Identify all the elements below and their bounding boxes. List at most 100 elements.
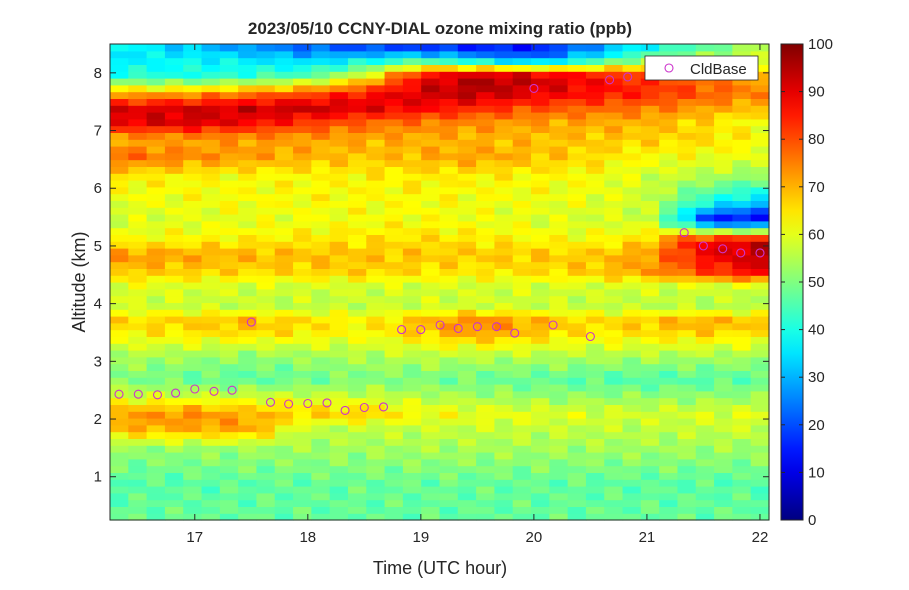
heatmap-cell xyxy=(146,180,166,188)
heatmap-cell xyxy=(201,50,221,59)
heatmap-cell xyxy=(531,44,550,52)
heatmap-cell xyxy=(457,64,477,72)
heatmap-cell xyxy=(421,132,441,140)
heatmap-cell xyxy=(256,322,276,331)
heatmap-cell xyxy=(494,438,514,446)
heatmap-cell xyxy=(640,356,660,365)
heatmap-cell xyxy=(531,71,550,79)
heatmap-cell xyxy=(183,50,203,59)
heatmap-cell xyxy=(311,418,331,426)
heatmap-cell xyxy=(238,98,258,106)
heatmap-cell xyxy=(549,50,569,59)
heatmap-cell xyxy=(494,316,514,324)
heatmap-cell xyxy=(384,513,404,521)
heatmap-cell xyxy=(183,424,203,433)
heatmap-cell xyxy=(622,350,642,358)
heatmap-cell xyxy=(732,492,752,501)
x-tick-label: 17 xyxy=(186,529,203,546)
heatmap-cell xyxy=(585,84,605,93)
heatmap-cell xyxy=(622,57,642,65)
heatmap-cell xyxy=(238,411,258,419)
heatmap-cell xyxy=(347,499,367,507)
heatmap-cell xyxy=(439,193,459,201)
heatmap-cell xyxy=(183,173,203,181)
heatmap-cell xyxy=(146,57,166,65)
x-axis-label: Time (UTC hour) xyxy=(373,558,507,578)
heatmap-cell xyxy=(146,513,166,521)
heatmap-cell xyxy=(695,132,715,140)
heatmap-cell xyxy=(201,105,221,113)
heatmap-cell xyxy=(421,350,441,358)
heatmap-cell xyxy=(366,44,386,52)
heatmap-cell xyxy=(347,84,367,93)
heatmap-cell xyxy=(311,268,331,276)
heatmap-cell xyxy=(604,322,624,331)
heatmap-cell xyxy=(183,479,203,487)
heatmap-cell xyxy=(604,125,624,133)
heatmap-cell xyxy=(256,363,276,371)
heatmap-cell xyxy=(640,84,660,93)
heatmap-cell xyxy=(750,193,770,201)
heatmap-cell xyxy=(164,499,184,507)
heatmap-cell xyxy=(604,227,624,235)
heatmap-cell xyxy=(750,499,770,507)
heatmap-cell xyxy=(750,438,770,446)
heatmap-cell xyxy=(567,50,587,59)
heatmap-cell xyxy=(256,112,276,120)
heatmap-cell xyxy=(110,71,129,79)
heatmap-cell xyxy=(146,132,166,140)
heatmap-cell xyxy=(476,458,496,467)
heatmap-cell xyxy=(274,316,294,324)
heatmap-cell xyxy=(476,132,496,140)
heatmap-cell xyxy=(421,268,441,276)
heatmap-cell xyxy=(110,105,129,113)
heatmap-cell xyxy=(531,118,550,127)
heatmap-cell xyxy=(531,384,550,392)
heatmap-cell xyxy=(714,472,733,480)
heatmap-cell xyxy=(512,275,532,283)
heatmap-cell xyxy=(238,112,258,120)
heatmap-cell xyxy=(567,486,587,494)
heatmap-cell xyxy=(110,91,129,99)
heatmap-cell xyxy=(659,370,679,378)
heatmap-cell xyxy=(750,146,770,154)
heatmap-cell xyxy=(311,316,331,324)
heatmap-cell xyxy=(347,118,367,127)
heatmap-cell xyxy=(677,118,697,127)
heatmap-cell xyxy=(567,180,587,188)
heatmap-cell xyxy=(201,404,221,412)
heatmap-cell xyxy=(476,492,496,501)
heatmap-cell xyxy=(238,465,258,473)
heatmap-cell xyxy=(750,214,770,222)
heatmap-cell xyxy=(476,91,496,99)
heatmap-cell xyxy=(585,479,605,487)
heatmap-cell xyxy=(311,207,331,215)
heatmap-cell xyxy=(677,241,697,249)
heatmap-cell xyxy=(256,125,276,133)
heatmap-cell xyxy=(238,288,258,297)
heatmap-cell xyxy=(238,363,258,371)
heatmap-cell xyxy=(421,343,441,351)
heatmap-cell xyxy=(750,261,770,269)
heatmap-cell xyxy=(329,50,349,59)
heatmap-cell xyxy=(732,207,752,215)
heatmap-cell xyxy=(274,472,294,480)
heatmap-cell xyxy=(201,384,221,392)
heatmap-cell xyxy=(366,472,386,480)
heatmap-cell xyxy=(238,105,258,113)
heatmap-cell xyxy=(293,173,312,181)
heatmap-cell xyxy=(274,288,294,297)
heatmap-cell xyxy=(750,71,770,79)
heatmap-cell xyxy=(146,458,166,467)
heatmap-cell xyxy=(219,207,239,215)
heatmap-cell xyxy=(439,275,459,283)
heatmap-cell xyxy=(366,282,386,290)
heatmap-cell xyxy=(146,499,166,507)
heatmap-cell xyxy=(585,125,605,133)
heatmap-cell xyxy=(183,180,203,188)
heatmap-cell xyxy=(238,193,258,201)
heatmap-cell xyxy=(110,499,129,507)
heatmap-cell xyxy=(695,322,715,331)
heatmap-cell xyxy=(640,98,660,106)
heatmap-cell xyxy=(238,50,258,59)
